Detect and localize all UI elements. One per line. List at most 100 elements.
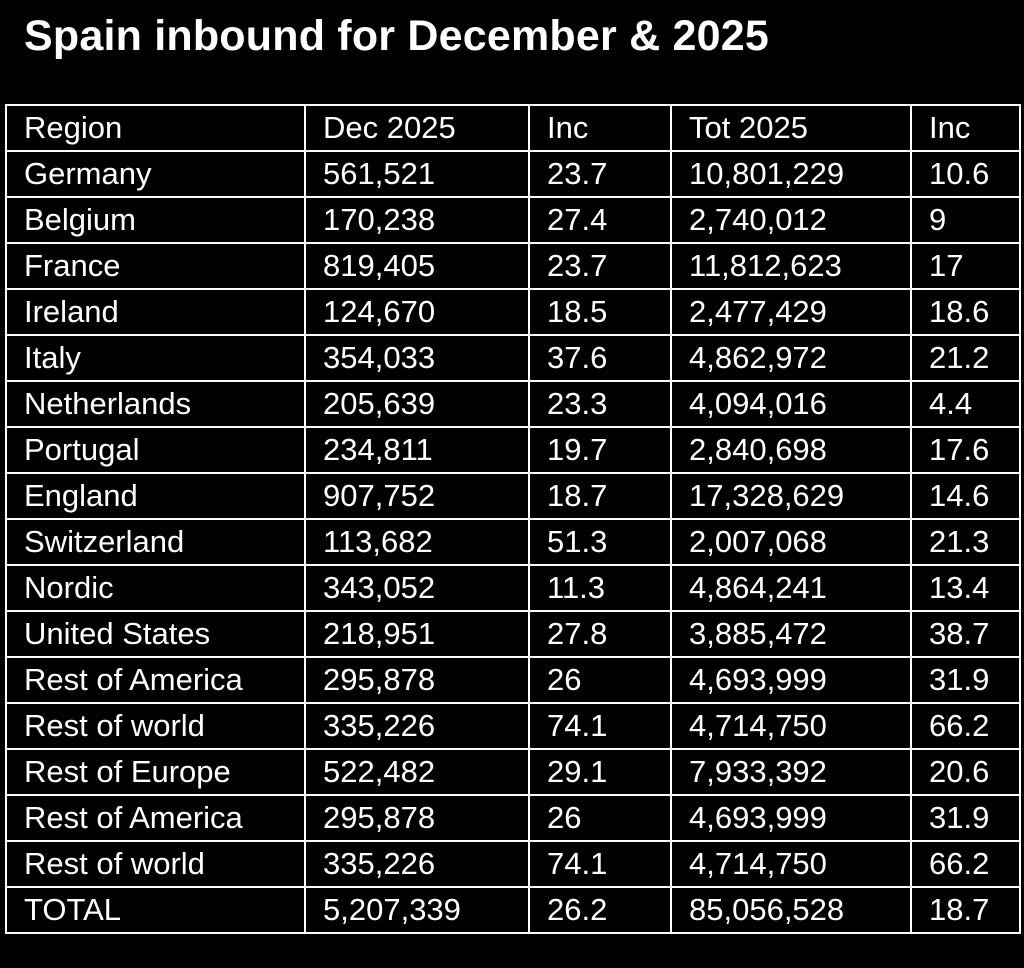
table-row: Belgium 170,238 27.4 2,740,012 9 <box>5 196 1021 244</box>
cell-tot-2025: 3,885,472 <box>670 610 912 658</box>
table-row: United States 218,951 27.8 3,885,472 38.7 <box>5 610 1021 658</box>
cell-inc-tot: 18.7 <box>910 886 1021 934</box>
cell-region: Rest of world <box>5 702 306 750</box>
cell-inc-dec: 27.4 <box>528 196 672 244</box>
table-row: Rest of America 295,878 26 4,693,999 31.9 <box>5 656 1021 704</box>
cell-region: Rest of world <box>5 840 306 888</box>
cell-dec-2025: 5,207,339 <box>304 886 530 934</box>
cell-inc-dec: 74.1 <box>528 840 672 888</box>
cell-dec-2025: 561,521 <box>304 150 530 198</box>
cell-inc-dec: 18.5 <box>528 288 672 336</box>
header-row: Region Dec 2025 Inc Tot 2025 Inc <box>5 104 1021 152</box>
cell-dec-2025: 218,951 <box>304 610 530 658</box>
cell-inc-tot: 4.4 <box>910 380 1021 428</box>
page-title: Spain inbound for December & 2025 <box>24 12 769 60</box>
cell-inc-dec: 26 <box>528 656 672 704</box>
cell-dec-2025: 522,482 <box>304 748 530 796</box>
cell-dec-2025: 354,033 <box>304 334 530 382</box>
inbound-table: Region Dec 2025 Inc Tot 2025 Inc Germany… <box>5 104 1021 934</box>
cell-inc-dec: 26.2 <box>528 886 672 934</box>
cell-dec-2025: 335,226 <box>304 840 530 888</box>
cell-dec-2025: 295,878 <box>304 794 530 842</box>
cell-inc-dec: 23.3 <box>528 380 672 428</box>
cell-tot-2025: 85,056,528 <box>670 886 912 934</box>
cell-dec-2025: 295,878 <box>304 656 530 704</box>
table-row: France 819,405 23.7 11,812,623 17 <box>5 242 1021 290</box>
table-body: Germany 561,521 23.7 10,801,229 10.6 Belgium 1… <box>5 150 1021 934</box>
cell-inc-tot: 38.7 <box>910 610 1021 658</box>
cell-region: United States <box>5 610 306 658</box>
cell-tot-2025: 7,933,392 <box>670 748 912 796</box>
cell-dec-2025: 343,052 <box>304 564 530 612</box>
cell-inc-dec: 19.7 <box>528 426 672 474</box>
cell-region: Switzerland <box>5 518 306 566</box>
cell-inc-dec: 11.3 <box>528 564 672 612</box>
cell-inc-tot: 21.3 <box>910 518 1021 566</box>
cell-region: Belgium <box>5 196 306 244</box>
cell-inc-dec: 18.7 <box>528 472 672 520</box>
table-row: Rest of Europe 522,482 29.1 7,933,392 20.6 <box>5 748 1021 796</box>
cell-tot-2025: 4,693,999 <box>670 656 912 704</box>
cell-dec-2025: 124,670 <box>304 288 530 336</box>
cell-tot-2025: 2,477,429 <box>670 288 912 336</box>
cell-inc-tot: 10.6 <box>910 150 1021 198</box>
cell-region: France <box>5 242 306 290</box>
cell-tot-2025: 4,714,750 <box>670 702 912 750</box>
header-inc-dec: Inc <box>528 104 672 152</box>
table-row: Switzerland 113,682 51.3 2,007,068 21.3 <box>5 518 1021 566</box>
cell-region: Ireland <box>5 288 306 336</box>
cell-inc-tot: 21.2 <box>910 334 1021 382</box>
table-header: Region Dec 2025 Inc Tot 2025 Inc <box>5 104 1021 152</box>
cell-inc-dec: 51.3 <box>528 518 672 566</box>
table-row: TOTAL 5,207,339 26.2 85,056,528 18.7 <box>5 886 1021 934</box>
cell-tot-2025: 17,328,629 <box>670 472 912 520</box>
cell-tot-2025: 2,740,012 <box>670 196 912 244</box>
table-row: Ireland 124,670 18.5 2,477,429 18.6 <box>5 288 1021 336</box>
cell-inc-tot: 20.6 <box>910 748 1021 796</box>
cell-inc-tot: 17.6 <box>910 426 1021 474</box>
table-row: Netherlands 205,639 23.3 4,094,016 4.4 <box>5 380 1021 428</box>
cell-tot-2025: 4,094,016 <box>670 380 912 428</box>
cell-tot-2025: 10,801,229 <box>670 150 912 198</box>
table-row: England 907,752 18.7 17,328,629 14.6 <box>5 472 1021 520</box>
table-row: Rest of world 335,226 74.1 4,714,750 66.2 <box>5 840 1021 888</box>
header-inc-tot: Inc <box>910 104 1021 152</box>
cell-region: Rest of America <box>5 656 306 704</box>
cell-tot-2025: 4,864,241 <box>670 564 912 612</box>
cell-inc-tot: 66.2 <box>910 702 1021 750</box>
cell-inc-tot: 18.6 <box>910 288 1021 336</box>
cell-region: Rest of Europe <box>5 748 306 796</box>
cell-inc-tot: 31.9 <box>910 794 1021 842</box>
cell-dec-2025: 234,811 <box>304 426 530 474</box>
cell-region: Italy <box>5 334 306 382</box>
cell-tot-2025: 11,812,623 <box>670 242 912 290</box>
cell-region: Nordic <box>5 564 306 612</box>
cell-region: TOTAL <box>5 886 306 934</box>
cell-dec-2025: 113,682 <box>304 518 530 566</box>
cell-tot-2025: 4,714,750 <box>670 840 912 888</box>
cell-inc-tot: 17 <box>910 242 1021 290</box>
header-tot-2025: Tot 2025 <box>670 104 912 152</box>
table-row: Italy 354,033 37.6 4,862,972 21.2 <box>5 334 1021 382</box>
cell-inc-tot: 13.4 <box>910 564 1021 612</box>
cell-inc-tot: 31.9 <box>910 656 1021 704</box>
header-dec-2025: Dec 2025 <box>304 104 530 152</box>
cell-region: Portugal <box>5 426 306 474</box>
cell-region: England <box>5 472 306 520</box>
header-region: Region <box>5 104 306 152</box>
cell-tot-2025: 4,862,972 <box>670 334 912 382</box>
table-row: Germany 561,521 23.7 10,801,229 10.6 <box>5 150 1021 198</box>
cell-region: Netherlands <box>5 380 306 428</box>
cell-inc-dec: 74.1 <box>528 702 672 750</box>
cell-dec-2025: 170,238 <box>304 196 530 244</box>
cell-tot-2025: 2,007,068 <box>670 518 912 566</box>
table-row: Nordic 343,052 11.3 4,864,241 13.4 <box>5 564 1021 612</box>
cell-tot-2025: 2,840,698 <box>670 426 912 474</box>
cell-dec-2025: 907,752 <box>304 472 530 520</box>
cell-inc-dec: 29.1 <box>528 748 672 796</box>
cell-inc-tot: 66.2 <box>910 840 1021 888</box>
cell-dec-2025: 819,405 <box>304 242 530 290</box>
cell-tot-2025: 4,693,999 <box>670 794 912 842</box>
cell-inc-dec: 27.8 <box>528 610 672 658</box>
cell-inc-dec: 26 <box>528 794 672 842</box>
